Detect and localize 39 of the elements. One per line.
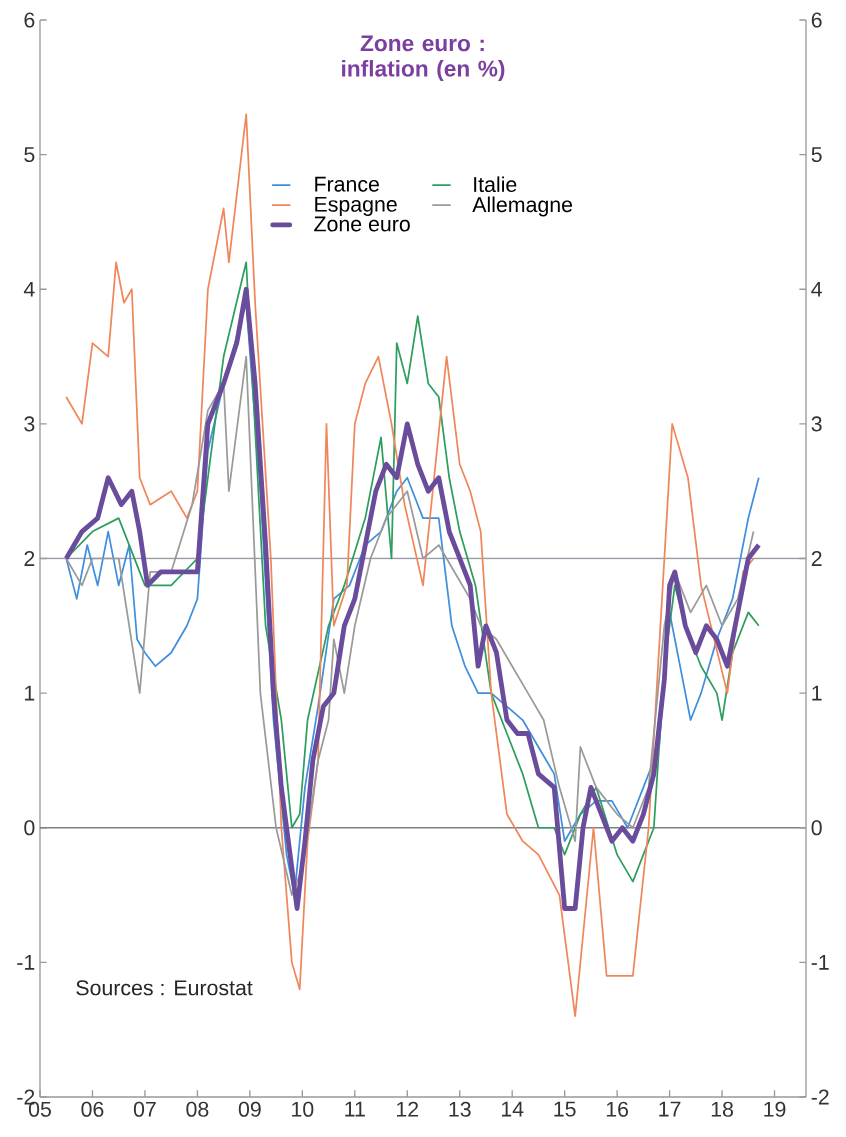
y-tick-label: 5 (24, 147, 35, 163)
annotation: Sources : Eurostat (76, 980, 253, 996)
y-tick-label: 4 (23, 281, 35, 297)
y2-tick-label: -2 (811, 1089, 829, 1105)
y2-tick-label: 6 (811, 12, 822, 28)
legend-label: Espagne (315, 196, 397, 216)
legend-label: Allemagne (472, 196, 573, 217)
y2-tick-label: -1 (811, 955, 829, 970)
x-tick-label: 06 (81, 1101, 104, 1117)
x-tick-label: 13 (449, 1101, 471, 1117)
x-tick-label: 08 (186, 1101, 209, 1117)
y-tick-label: 6 (24, 12, 35, 28)
x-tick-label: 15 (554, 1101, 576, 1117)
y2-tick-label: 4 (811, 281, 822, 297)
legend-label: Italie (474, 176, 517, 193)
y-tick-label: 1 (25, 685, 35, 701)
x-tick-label: 12 (397, 1101, 419, 1117)
x-tick-label: 10 (292, 1101, 314, 1117)
y-tick-label: 3 (24, 416, 35, 432)
y2-tick-label: 2 (811, 551, 822, 566)
legend-label: Zone euro (314, 216, 410, 232)
y2-tick-label: 5 (811, 147, 822, 163)
line-series (65, 113, 755, 1018)
x-tick-label: 18 (711, 1101, 733, 1117)
y2-tick-label: 3 (811, 416, 822, 432)
y2-tick-label: 0 (811, 820, 822, 836)
legend-label: France (315, 176, 379, 192)
x-tick-label: 16 (606, 1101, 629, 1117)
y-tick-label: 0 (24, 820, 35, 836)
x-tick-label: 07 (133, 1101, 156, 1117)
x-tick-label: 19 (764, 1101, 786, 1117)
y2-tick-label: 1 (812, 685, 822, 701)
x-tick-label: 17 (659, 1101, 681, 1117)
x-tick-label: 09 (238, 1101, 261, 1117)
x-tick-label: 11 (345, 1101, 365, 1117)
y-tick-label: 2 (24, 551, 35, 566)
text: Zone euro : inflation (en %) (342, 35, 505, 82)
x-tick-label: 14 (501, 1101, 524, 1117)
y-tick-label: -1 (17, 955, 35, 970)
